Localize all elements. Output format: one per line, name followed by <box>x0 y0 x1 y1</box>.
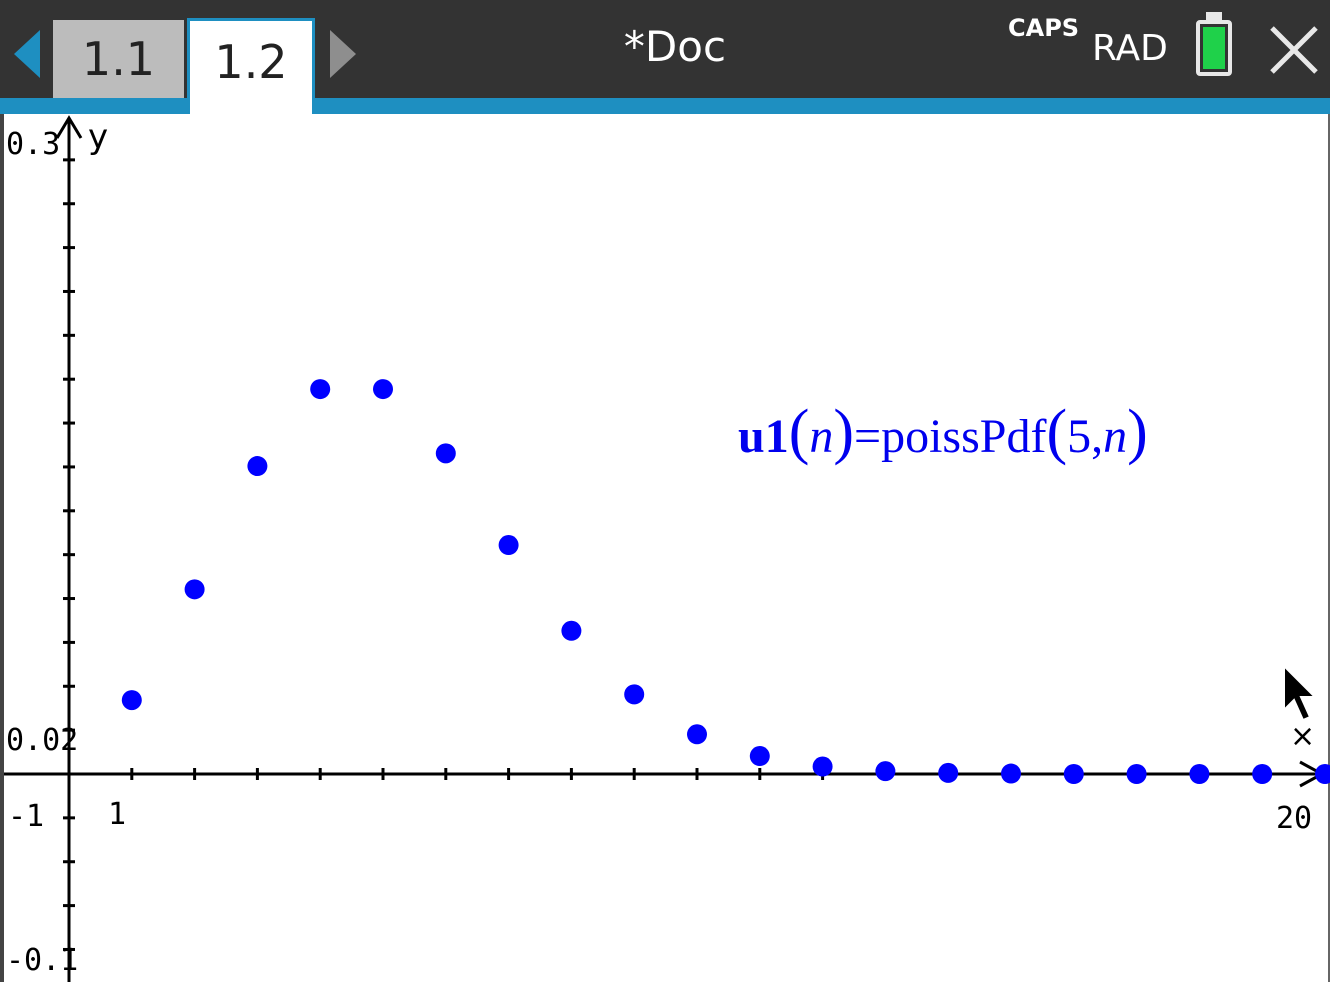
graph-area[interactable]: y 0.3 0.02 -1 1 20 -0.1 × u1(n)=poissPdf… <box>0 114 1330 982</box>
xmax-label: 20 <box>1276 801 1312 836</box>
tab-label: 1.1 <box>81 32 156 86</box>
data-point[interactable] <box>812 756 833 777</box>
data-point[interactable] <box>561 620 582 641</box>
data-point[interactable] <box>1252 764 1273 784</box>
data-point[interactable] <box>435 443 456 464</box>
xscale-label: 1 <box>108 797 126 832</box>
data-point[interactable] <box>749 746 770 767</box>
data-point[interactable] <box>687 724 707 745</box>
document-title: *Doc <box>623 22 727 71</box>
angle-mode-indicator: RAD <box>1092 28 1168 69</box>
y-axis-arrow-icon <box>55 115 83 139</box>
next-tab-arrow-icon[interactable] <box>330 30 356 78</box>
data-point[interactable] <box>121 690 142 711</box>
right-border <box>1328 114 1330 982</box>
data-point[interactable] <box>184 579 205 600</box>
battery-icon <box>1196 20 1232 76</box>
data-point[interactable] <box>247 456 268 477</box>
data-point[interactable] <box>938 762 959 783</box>
data-point[interactable] <box>1063 764 1084 784</box>
previous-tab-arrow-icon[interactable] <box>14 30 40 78</box>
battery-level <box>1203 27 1225 69</box>
data-point[interactable] <box>1126 764 1147 784</box>
function-parameters: 5, <box>1067 410 1103 463</box>
function-argument: n <box>1103 410 1127 463</box>
x-axis-marker: × <box>1290 719 1315 754</box>
function-label[interactable]: u1(n)=poissPdf(5,n) <box>738 398 1148 466</box>
data-points[interactable] <box>121 379 1330 784</box>
data-point[interactable] <box>310 379 331 400</box>
function-expression: =poissPdf <box>854 410 1046 463</box>
data-point[interactable] <box>1189 764 1210 784</box>
tab-label: 1.2 <box>214 35 288 89</box>
data-point[interactable] <box>1001 763 1021 784</box>
mouse-pointer-icon <box>1283 663 1318 722</box>
close-icon[interactable] <box>1266 22 1322 78</box>
ymax-label: 0.3 <box>6 127 60 162</box>
y-axis-label: y <box>88 117 108 157</box>
caps-indicator: CAPS <box>1008 14 1080 42</box>
yscale-label: 0.02 <box>6 723 78 758</box>
data-point[interactable] <box>498 535 519 556</box>
tab-accent-line <box>0 98 1330 114</box>
function-argument: n <box>809 410 833 463</box>
axes <box>4 115 1326 982</box>
left-border <box>0 114 4 982</box>
tab-1-2[interactable]: 1.2 <box>187 18 315 114</box>
data-point[interactable] <box>373 379 393 400</box>
data-point[interactable] <box>1315 764 1330 784</box>
ymin-label: -0.1 <box>6 943 78 978</box>
data-point[interactable] <box>624 684 645 705</box>
data-point[interactable] <box>875 761 896 782</box>
xmin-label: -1 <box>8 799 44 834</box>
function-name: u1 <box>738 410 789 463</box>
axis-ticks <box>63 158 1327 951</box>
tab-1-1[interactable]: 1.1 <box>53 20 184 98</box>
battery-icon-cap <box>1206 12 1222 20</box>
svg-text:u1(n)=poissPdf(5,n): u1(n)=poissPdf(5,n) <box>738 398 1148 466</box>
